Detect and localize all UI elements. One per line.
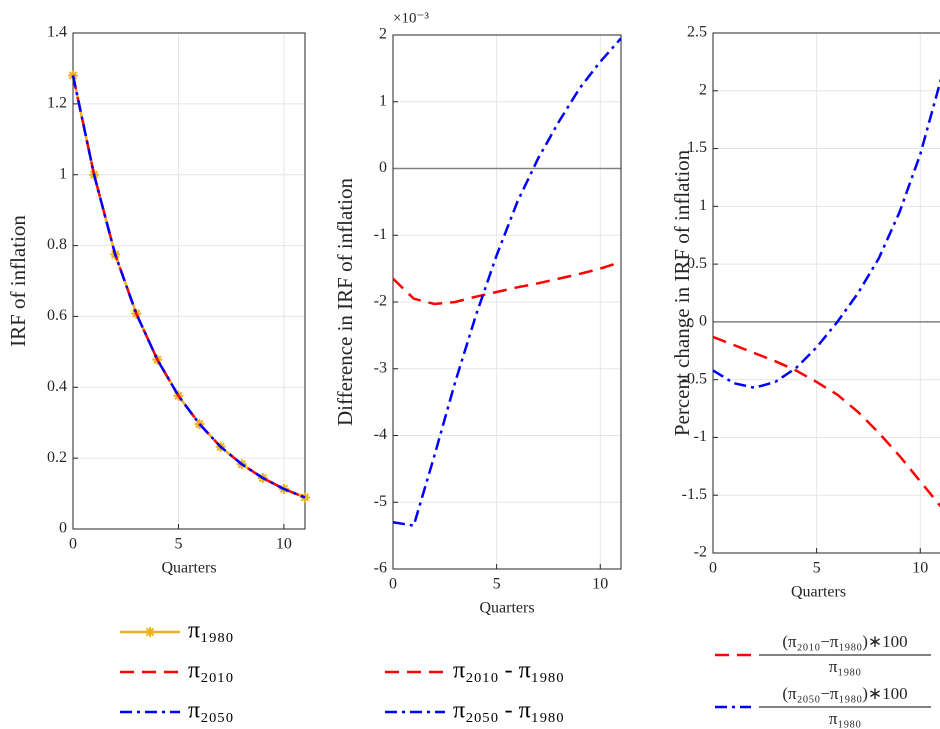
x-tick-label: 5 bbox=[493, 576, 501, 593]
x-axis-label: Quarters bbox=[479, 600, 534, 617]
y-tick-label: 0.8 bbox=[47, 236, 67, 253]
y-tick-label: 0.5 bbox=[687, 255, 707, 272]
y-tick-label: 1 bbox=[379, 92, 387, 109]
y-tick-label: 1.4 bbox=[47, 24, 67, 41]
axes-box bbox=[392, 34, 622, 570]
x-tick-label: 5 bbox=[174, 536, 182, 553]
y-tick-label: 0 bbox=[59, 520, 67, 537]
y-tick-label: 2 bbox=[379, 26, 387, 43]
x-tick-label: 10 bbox=[912, 560, 928, 577]
y-tick-label: -2 bbox=[694, 544, 707, 561]
series-line bbox=[392, 260, 622, 306]
y-tick-label: 0 bbox=[699, 313, 707, 330]
x-tick-label: 5 bbox=[813, 560, 821, 577]
x-tick-label: 10 bbox=[592, 576, 608, 593]
legend-marker bbox=[145, 627, 155, 637]
y-tick-label: 2 bbox=[699, 81, 707, 98]
y-axis-label: Percent change in IRF of inflation bbox=[670, 149, 694, 436]
series-line bbox=[71, 75, 306, 499]
y-tick-label: 0.4 bbox=[47, 378, 67, 395]
y-tick-label: 0.2 bbox=[47, 449, 67, 466]
y-tick-label: 1.5 bbox=[687, 139, 707, 156]
x-tick-label: 0 bbox=[69, 536, 77, 553]
y-tick-label: -1 bbox=[374, 226, 387, 243]
axes-box bbox=[72, 32, 306, 530]
legend-label: π₂₀₁₀ - π₁₉₈₀ bbox=[453, 658, 564, 684]
legend-label: π₂₀₅₀ bbox=[188, 698, 234, 724]
y-tick-label: -4 bbox=[374, 426, 387, 443]
y-tick-label: -3 bbox=[374, 359, 387, 376]
y-tick-label: 0.6 bbox=[47, 307, 67, 324]
series-line bbox=[712, 78, 940, 390]
series-line bbox=[392, 37, 622, 528]
legend-label: π₁₉₈₀ bbox=[829, 657, 861, 676]
series-line bbox=[71, 75, 306, 499]
legend-label: π₂₀₁₀ bbox=[188, 658, 234, 684]
legend-label: π₁₉₈₀ bbox=[188, 618, 234, 644]
series-line bbox=[71, 75, 306, 499]
series-line bbox=[712, 335, 940, 508]
y-scale: ×10⁻³ bbox=[393, 10, 429, 26]
legend-label: π₂₀₅₀ - π₁₉₈₀ bbox=[453, 698, 564, 724]
axes-box bbox=[712, 32, 940, 554]
x-tick-label: 0 bbox=[389, 576, 397, 593]
y-tick-label: 1 bbox=[699, 197, 707, 214]
x-axis-label: Quarters bbox=[791, 584, 846, 601]
y-tick-label: 2.5 bbox=[687, 24, 707, 41]
legend-label: (π₂₀₅₀−π₁₉₈₀)∗100 bbox=[782, 684, 907, 703]
y-tick-label: 0 bbox=[379, 159, 387, 176]
y-tick-label: -0.5 bbox=[682, 370, 707, 387]
y-tick-label: -5 bbox=[374, 493, 387, 510]
y-tick-label: -2 bbox=[374, 293, 387, 310]
y-tick-label: 1.2 bbox=[47, 95, 67, 112]
x-tick-label: 0 bbox=[709, 560, 717, 577]
x-axis-label: Quarters bbox=[161, 560, 216, 577]
legend-label: π₁₉₈₀ bbox=[829, 709, 861, 728]
y-tick-label: -1 bbox=[694, 428, 707, 445]
legend-label: (π₂₀₁₀−π₁₉₈₀)∗100 bbox=[782, 632, 907, 651]
y-axis-label: IRF of inflation bbox=[6, 215, 30, 347]
y-tick-label: -6 bbox=[374, 560, 387, 577]
x-tick-label: 10 bbox=[276, 536, 292, 553]
y-axis-label: Difference in IRF of inflation bbox=[333, 177, 357, 426]
y-tick-label: -1.5 bbox=[682, 486, 707, 503]
y-tick-label: 1 bbox=[59, 165, 67, 182]
